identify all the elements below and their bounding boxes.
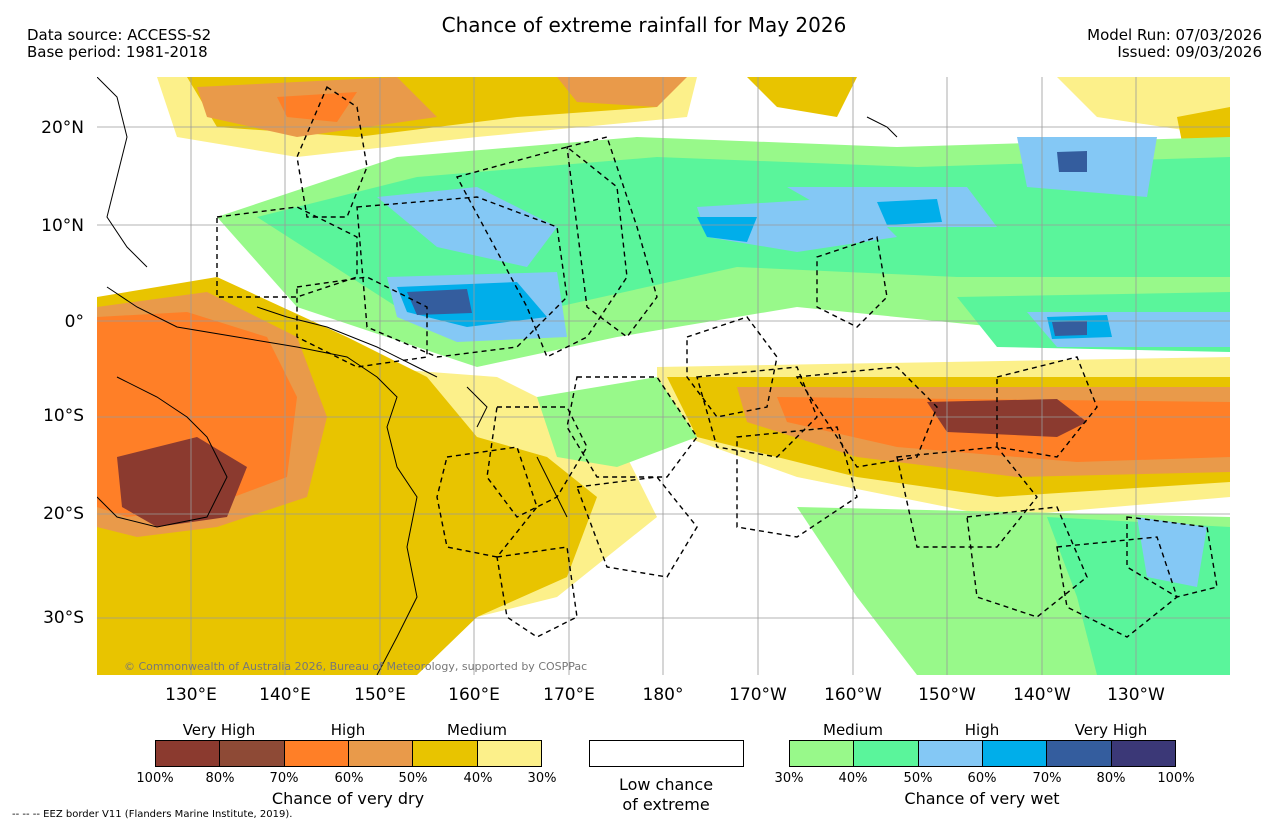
dry-swatch-50-60: [348, 741, 414, 766]
wet-colorbar: [789, 740, 1176, 767]
dry-category-very-high: Very High: [182, 721, 256, 739]
dry-tick: 80%: [205, 771, 235, 786]
map-title: Chance of extreme rainfall for May 2026: [441, 13, 847, 37]
dry-category-medium: Medium: [447, 721, 507, 739]
lon-label-160w: 160°W: [824, 685, 882, 705]
wet-tick: 30%: [774, 771, 804, 786]
dry-colorbar: [155, 740, 542, 767]
lon-label-180: 180°: [642, 685, 684, 705]
wet-tick: 80%: [1096, 771, 1126, 786]
lon-label-170e: 170°E: [543, 685, 595, 705]
wet-70-80-region: [407, 151, 1087, 336]
dry-swatch-60-70: [284, 741, 349, 766]
dry-swatch-80-100: [156, 741, 221, 766]
dry-swatch-70-80: [220, 741, 285, 766]
dry-tick: 40%: [463, 771, 493, 786]
wet-category-medium: Medium: [823, 721, 883, 739]
rainfall-map: [97, 77, 1230, 675]
lon-label-140w: 140°W: [1013, 685, 1071, 705]
wet-swatch-50-60: [918, 741, 983, 766]
wet-tick: 60%: [967, 771, 997, 786]
lon-label-150e: 150°E: [354, 685, 406, 705]
lat-label-30s: 30°S: [43, 608, 84, 628]
dry-tick: 30%: [527, 771, 557, 786]
low-chance-caption-line1: Low chance: [618, 775, 714, 794]
eez-borders: [216, 85, 1218, 638]
wet-tick: 40%: [838, 771, 868, 786]
dry-tick: 60%: [334, 771, 364, 786]
wet-category-very-high: Very High: [1074, 721, 1148, 739]
data-source: Data source: ACCESS-S2: [27, 26, 212, 44]
dry-caption: Chance of very dry: [271, 789, 425, 808]
wet-tick: 100%: [1157, 771, 1195, 786]
eez-footnote: -- -- -- EEZ border V11 (Flanders Marine…: [12, 809, 293, 820]
dry-category-high: High: [330, 721, 366, 739]
lat-label-10n: 10°N: [41, 216, 84, 236]
lon-label-150w: 150°W: [918, 685, 976, 705]
coastlines: [97, 77, 898, 675]
lon-label-160e: 160°E: [448, 685, 500, 705]
lon-label-130e: 130°E: [165, 685, 217, 705]
dry-swatch-30-40: [477, 741, 541, 766]
wet-swatch-70-80: [1047, 741, 1112, 766]
lat-label-20n: 20°N: [41, 118, 84, 138]
dry-swatch-40-50: [413, 741, 478, 766]
copyright-notice: © Commonwealth of Australia 2026, Bureau…: [124, 660, 588, 673]
wet-tick: 50%: [903, 771, 933, 786]
wet-swatch-60-70: [982, 741, 1048, 766]
wet-tick: 70%: [1032, 771, 1062, 786]
lat-label-0: 0°: [64, 312, 84, 332]
issued-date: Issued: 09/03/2026: [1117, 43, 1262, 61]
wet-category-high: High: [964, 721, 1000, 739]
low-chance-caption-line2: of extreme: [622, 795, 710, 814]
dry-tick: 70%: [269, 771, 299, 786]
low-chance-swatch: [589, 740, 744, 767]
wet-swatch-30-40: [790, 741, 855, 766]
graticule: [97, 77, 1230, 675]
wet-swatch-80-100: [1111, 741, 1175, 766]
dry-tick: 50%: [398, 771, 428, 786]
base-period: Base period: 1981-2018: [27, 43, 208, 61]
model-run: Model Run: 07/03/2026: [1087, 26, 1262, 44]
lon-label-170w: 170°W: [729, 685, 787, 705]
lon-label-130w: 130°W: [1107, 685, 1165, 705]
dry-80-100-region: [117, 399, 1087, 527]
wet-caption: Chance of very wet: [904, 789, 1060, 808]
lat-label-20s: 20°S: [43, 504, 84, 524]
wet-swatch-40-50: [854, 741, 919, 766]
lat-label-10s: 10°S: [43, 406, 84, 426]
lon-label-140e: 140°E: [259, 685, 311, 705]
dry-tick: 100%: [136, 771, 174, 786]
